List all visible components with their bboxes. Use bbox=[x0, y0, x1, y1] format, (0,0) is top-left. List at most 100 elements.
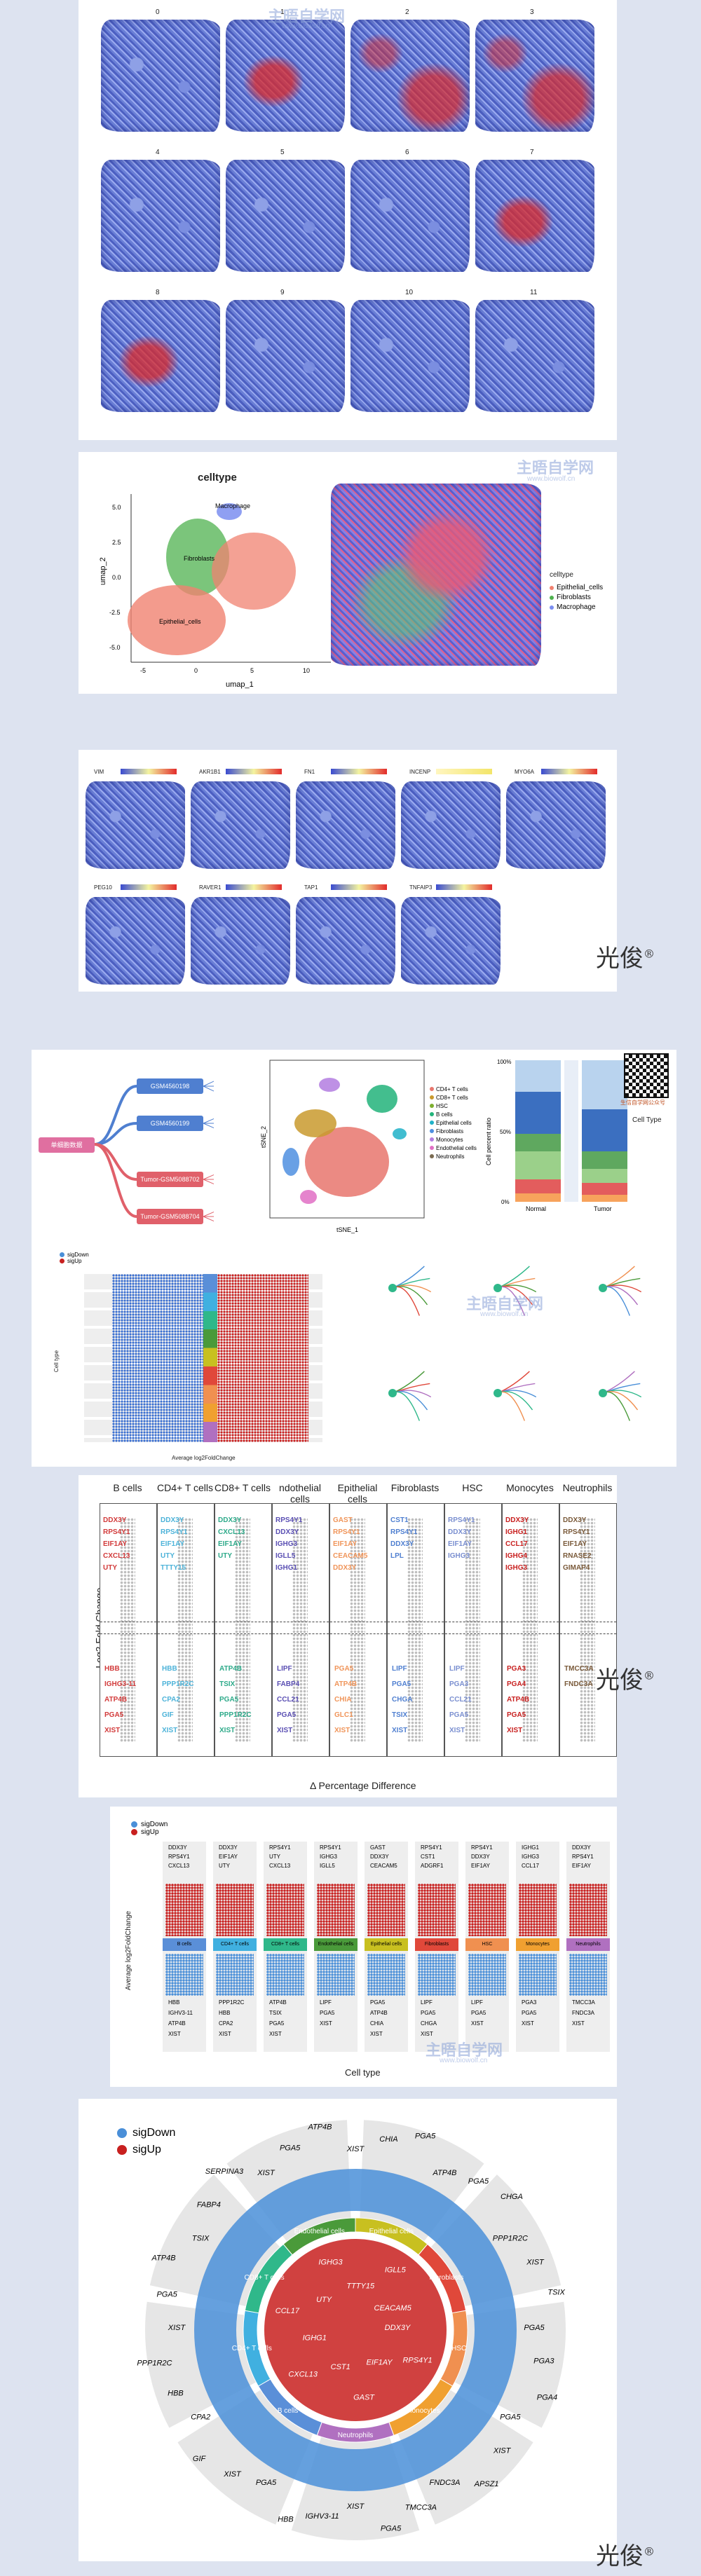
celltype-bar: HSC bbox=[465, 1938, 509, 1951]
threshold-line bbox=[445, 1633, 501, 1634]
umap-ytick: -2.5 bbox=[109, 609, 121, 616]
gene-label-up: GAST bbox=[370, 1844, 386, 1851]
outer-gene-label: PGA5 bbox=[156, 2291, 177, 2299]
watermark-text: 主晤自学网 bbox=[426, 2041, 503, 2059]
trajectory-node bbox=[599, 1389, 607, 1397]
volcano-xlabel: Average log2FoldChange bbox=[172, 1455, 236, 1461]
gene-label-down: PGA5 bbox=[522, 2010, 537, 2016]
legend-title: celltype bbox=[550, 571, 573, 579]
celltype-column: Neutrophils DDX3Y RPS4Y1 EIF1AY TMCC3A FNDC3A… bbox=[566, 1842, 610, 2052]
gene-label-up: DDX3Y bbox=[168, 1844, 187, 1851]
sigdown-ring bbox=[194, 2169, 517, 2491]
gene-label-down: TSIX bbox=[219, 1680, 236, 1688]
gene-label-up: DDX3Y bbox=[572, 1844, 591, 1851]
facet-title: B cells bbox=[113, 1482, 142, 1493]
gene-label-down: XIST bbox=[507, 1727, 523, 1734]
gene-label-up: RPS4Y1 bbox=[563, 1528, 590, 1536]
outer-gene-label: PGA5 bbox=[500, 2413, 521, 2422]
facet-title: 11 bbox=[530, 289, 538, 296]
umap-label-epi: Epithelial_cells bbox=[159, 618, 201, 625]
legend-swatch bbox=[550, 595, 554, 600]
facet-title: 0 bbox=[156, 8, 160, 16]
gene-label-down: ATP4B bbox=[168, 2020, 186, 2027]
outer-gene-label: ATP4B bbox=[307, 2123, 332, 2131]
gene-label-down: LIPF bbox=[392, 1665, 407, 1673]
threshold-line bbox=[158, 1633, 214, 1634]
gene-label-up: RPS4Y1 bbox=[275, 1516, 303, 1524]
gene-spatial-panel: VIM AKR1B1 FN1 INCENP MYO6A PEG10 RAVER1 TAP1 TN… bbox=[79, 750, 617, 992]
brand-text: 光俊 bbox=[596, 1666, 644, 1694]
watermark-text: 主晤自学网 bbox=[268, 8, 346, 25]
gene-tissue-image bbox=[506, 781, 606, 869]
gene-label-down: ATP4B bbox=[104, 1696, 128, 1704]
sigup-points bbox=[418, 1884, 456, 1936]
gene-label-up: RPS4Y1 bbox=[572, 1854, 594, 1860]
facet-title: 9 bbox=[280, 289, 285, 296]
legend-item: CD8+ T cells bbox=[430, 1093, 477, 1102]
fc-xlabel: Δ Percentage Difference bbox=[310, 1780, 416, 1791]
facet-title: 6 bbox=[405, 149, 409, 156]
legend-dot-down bbox=[131, 1821, 137, 1828]
watermark-url: www.biowolf.cn bbox=[480, 1310, 529, 1318]
gene-label-up: UTY bbox=[269, 1854, 280, 1860]
gene-label-up: CXCL13 bbox=[168, 1863, 190, 1869]
gene-label-down: XIST bbox=[219, 2031, 231, 2037]
gene-label-up: RPS4Y1 bbox=[333, 1528, 360, 1536]
gene-tissue-image bbox=[191, 897, 290, 985]
trajectory-edge bbox=[602, 1371, 635, 1394]
facet-title: CD8+ T cells bbox=[215, 1482, 271, 1493]
legend-label: sigDown bbox=[132, 2127, 176, 2139]
spatial-tissue-image bbox=[101, 20, 220, 132]
color-scale-bar bbox=[436, 769, 492, 774]
spatial-tissue-image bbox=[101, 160, 220, 272]
p6-xlabel: Cell type bbox=[345, 2067, 381, 2078]
umap-ytick: 0.0 bbox=[112, 574, 121, 581]
gene-label-down: FABP4 bbox=[277, 1680, 300, 1688]
gene-label-down: IGHV3-11 bbox=[168, 2010, 193, 2016]
celltype-column: Endothelial cells RPS4Y1 IGHG3 IGLL5 LIPF PGA… bbox=[314, 1842, 358, 2052]
umap-ytick: -5.0 bbox=[109, 644, 121, 651]
legend-label: Endothelial cells bbox=[436, 1144, 477, 1151]
outer-gene-label: PGA5 bbox=[280, 2144, 301, 2152]
gene-label-down: PGA5 bbox=[320, 2010, 335, 2016]
gene-label-down: CCL21 bbox=[449, 1696, 472, 1704]
gene-label: MYO6A bbox=[515, 769, 535, 775]
brand-mark: ® bbox=[644, 947, 655, 961]
gene-label-down: GIF bbox=[162, 1711, 174, 1719]
gene-label-down: PGA5 bbox=[392, 1680, 411, 1688]
fc-scatter bbox=[235, 1518, 250, 1742]
gene-label-up: LPL bbox=[390, 1552, 404, 1560]
outer-gene-label: PPP1R2C bbox=[137, 2359, 172, 2368]
spatial-celltype-image bbox=[331, 484, 541, 666]
legend-swatch bbox=[430, 1087, 434, 1091]
gene-label-up: CEACAM5 bbox=[370, 1863, 397, 1869]
stack-legend-title: Cell Type bbox=[632, 1116, 662, 1124]
spatial-tissue-image bbox=[101, 300, 220, 412]
inner-gene-label: EIF1AY bbox=[367, 2358, 393, 2366]
outer-gene-label: TMCC3A bbox=[405, 2504, 437, 2512]
outer-gene-label: XIST bbox=[526, 2259, 545, 2267]
gene-label-up: IGHG3 bbox=[505, 1564, 528, 1572]
spatial-tissue-image bbox=[475, 300, 594, 412]
legend-swatch bbox=[430, 1112, 434, 1116]
outer-gene-label: PPP1R2C bbox=[493, 2235, 528, 2243]
spatial-tissue-image bbox=[350, 160, 470, 272]
gene-label-down: LIPF bbox=[277, 1665, 292, 1673]
gene-label-up: EIF1AY bbox=[103, 1540, 128, 1548]
threshold-line bbox=[503, 1633, 559, 1634]
outer-gene-label: GIF bbox=[193, 2455, 207, 2463]
gene-label-down: PPP1R2C bbox=[219, 1711, 252, 1719]
legend-label: sigDown bbox=[67, 1252, 89, 1258]
gene-label-up: DDX3Y bbox=[333, 1564, 357, 1572]
sigup-points bbox=[266, 1884, 304, 1936]
outer-gene-label: XIST bbox=[168, 2324, 186, 2332]
gene-label-up: UTY bbox=[103, 1564, 117, 1572]
gene-label-down: CHGA bbox=[421, 2020, 437, 2027]
gene-label-down: XIST bbox=[162, 1727, 178, 1734]
fc-scatter bbox=[120, 1518, 135, 1742]
volcano-legend: sigDown sigUp bbox=[60, 1252, 89, 1264]
trajectory-edge bbox=[392, 1371, 425, 1394]
facet-title: 3 bbox=[530, 8, 534, 16]
celltype-column: HSC RPS4Y1 DDX3Y EIF1AY LIPF PGA5 XIST bbox=[465, 1842, 509, 2052]
facet-title: ndothelial cells bbox=[279, 1482, 321, 1505]
